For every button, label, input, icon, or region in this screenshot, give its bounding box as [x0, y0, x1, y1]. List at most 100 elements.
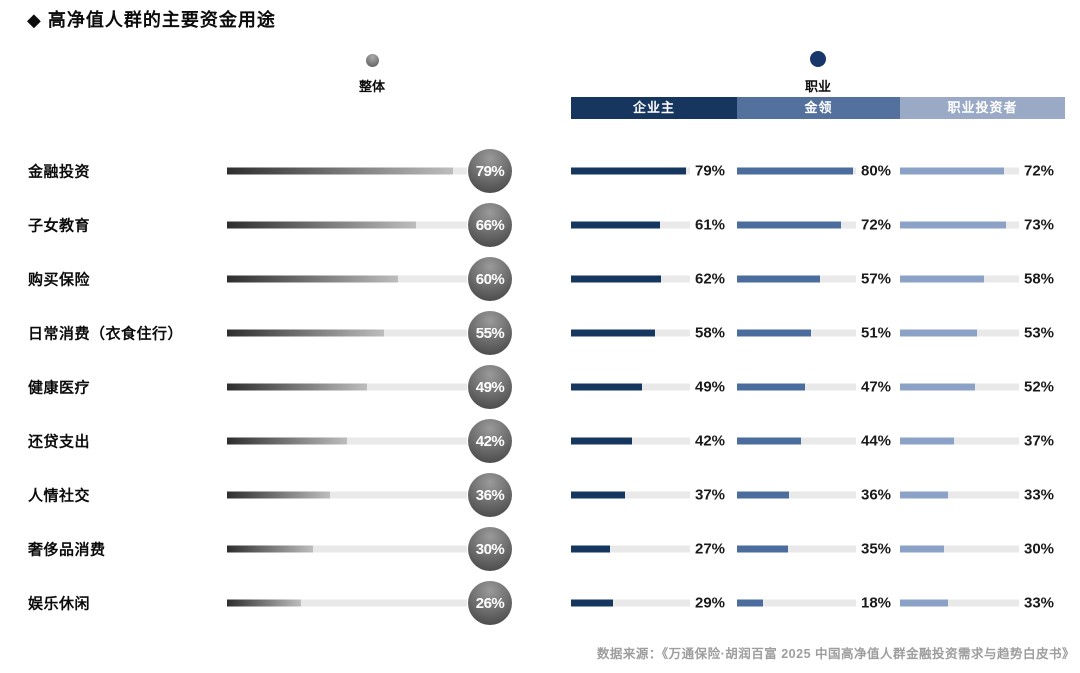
- category-label: 人情社交: [28, 487, 91, 505]
- chart-row: 奢侈品消费 30% 27% 35% 30%: [0, 522, 1080, 576]
- occupation-bar-track: [900, 329, 1019, 337]
- overall-bar-track: [227, 383, 467, 391]
- overall-value-bubble: 60%: [468, 257, 512, 301]
- overall-bar-fill: [227, 275, 399, 283]
- occupation-value-label: 62%: [695, 270, 726, 288]
- occupation-bar-track: [571, 545, 690, 553]
- occupation-bar-track: [900, 545, 1019, 553]
- occupation-value-label: 57%: [861, 270, 892, 288]
- occupation-bar-track: [900, 221, 1019, 229]
- occupation-value-label: 53%: [1024, 324, 1055, 342]
- overall-bar-track: [227, 221, 467, 229]
- overall-value-bubble: 30%: [468, 527, 512, 571]
- overall-value-bubble: 42%: [468, 419, 512, 463]
- occupation-bar-fill: [571, 383, 643, 391]
- occupation-value-label: 33%: [1024, 486, 1055, 504]
- overall-value-bubble: 49%: [468, 365, 512, 409]
- occupation-value-label: 37%: [695, 486, 726, 504]
- occupation-bar-track: [900, 491, 1019, 499]
- occupation-bar-fill: [571, 275, 661, 283]
- occupation-bar-fill: [900, 599, 948, 607]
- occupation-value-label: 36%: [861, 486, 892, 504]
- occupation-bar-track: [571, 167, 690, 175]
- overall-bar-track: [227, 167, 467, 175]
- occupation-bar-track: [900, 437, 1019, 445]
- occupation-bar-track: [737, 383, 856, 391]
- chart-row: 健康医疗 49% 49% 47% 52%: [0, 360, 1080, 414]
- occupation-bar-fill: [571, 545, 611, 553]
- occupation-value-label: 61%: [695, 216, 726, 234]
- occupation-bar-fill: [737, 599, 764, 607]
- overall-bar-fill: [227, 599, 302, 607]
- occupation-bar-track: [737, 221, 856, 229]
- occupation-bar-fill: [571, 437, 632, 445]
- occupation-bar-fill: [571, 599, 614, 607]
- occupation-value-label: 72%: [1024, 162, 1055, 180]
- category-label: 购买保险: [28, 271, 91, 289]
- occupation-bar-fill: [737, 221, 842, 229]
- occupation-bar-fill: [571, 329, 656, 337]
- occupation-legend-dot-icon: [810, 51, 826, 67]
- occupation-bar-track: [900, 383, 1019, 391]
- occupation-bar-fill: [900, 383, 976, 391]
- overall-value-bubble: 36%: [468, 473, 512, 517]
- occupation-bar-fill: [900, 167, 1005, 175]
- overall-value-bubble: 26%: [468, 581, 512, 625]
- occupation-bar-track: [571, 491, 690, 499]
- occupation-value-label: 30%: [1024, 540, 1055, 558]
- legend-occupation: 职业: [783, 51, 853, 95]
- chart-row: 娱乐休闲 26% 29% 18% 33%: [0, 576, 1080, 630]
- occupation-value-label: 33%: [1024, 594, 1055, 612]
- overall-bar-track: [227, 329, 467, 337]
- occupation-bar-track: [737, 545, 856, 553]
- occupation-bar-fill: [737, 437, 801, 445]
- overall-bar-track: [227, 491, 467, 499]
- occupation-value-label: 80%: [861, 162, 892, 180]
- occupation-value-label: 51%: [861, 324, 892, 342]
- occupation-bar-fill: [900, 437, 954, 445]
- category-label: 子女教育: [28, 217, 91, 235]
- overall-bar-track: [227, 275, 467, 283]
- occupation-bar-fill: [900, 221, 1006, 229]
- category-label: 健康医疗: [28, 379, 91, 397]
- overall-bar-track: [227, 437, 467, 445]
- occupation-bar-track: [571, 275, 690, 283]
- occupation-bar-track: [737, 329, 856, 337]
- occupation-bar-fill: [737, 275, 820, 283]
- overall-bar-fill: [227, 545, 313, 553]
- occupation-value-label: 42%: [695, 432, 726, 450]
- occupation-value-label: 47%: [861, 378, 892, 396]
- occupation-value-label: 79%: [695, 162, 726, 180]
- occupation-bar-track: [737, 275, 856, 283]
- occupation-bar-fill: [900, 545, 944, 553]
- occupation-bar-track: [571, 329, 690, 337]
- occupation-bar-track: [571, 599, 690, 607]
- occupation-bar-fill: [900, 491, 948, 499]
- occupation-bar-track: [737, 599, 856, 607]
- occupation-value-label: 52%: [1024, 378, 1055, 396]
- occupation-value-label: 35%: [861, 540, 892, 558]
- occupation-bar-fill: [737, 491, 790, 499]
- occupation-value-label: 58%: [695, 324, 726, 342]
- overall-bar-fill: [227, 383, 367, 391]
- overall-bar-fill: [227, 221, 416, 229]
- occupation-bar-track: [571, 383, 690, 391]
- occupation-value-label: 18%: [861, 594, 892, 612]
- data-source: 数据来源：《万通保险·胡润百富 2025 中国高净值人群金融投资需求与趋势白皮书…: [596, 647, 1075, 661]
- occupation-bar-track: [737, 437, 856, 445]
- occupation-bar-track: [571, 221, 690, 229]
- occupation-value-label: 27%: [695, 540, 726, 558]
- overall-bar-track: [227, 545, 467, 553]
- chart-row: 金融投资 79% 79% 80% 72%: [0, 144, 1080, 198]
- occupation-bar-fill: [737, 167, 854, 175]
- occupation-value-label: 44%: [861, 432, 892, 450]
- chart-title: ◆ 高净值人群的主要资金用途: [27, 10, 276, 30]
- chart-row: 还贷支出 42% 42% 44% 37%: [0, 414, 1080, 468]
- overall-bar-fill: [227, 491, 330, 499]
- column-header-professional-investor: 职业投资者: [900, 97, 1065, 119]
- occupation-legend-label: 职业: [804, 79, 831, 94]
- category-label: 日常消费（衣食住行）: [28, 325, 184, 343]
- occupation-bar-fill: [737, 329, 812, 337]
- occupation-bar-fill: [737, 383, 806, 391]
- chart-row: 购买保险 60% 62% 57% 58%: [0, 252, 1080, 306]
